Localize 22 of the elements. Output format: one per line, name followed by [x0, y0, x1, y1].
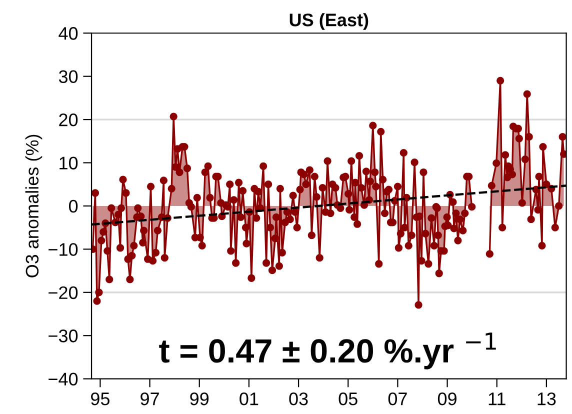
x-tick-label: 13 [538, 392, 556, 406]
y-tick-label: −10 [48, 243, 78, 256]
chart-title: US (East) [290, 13, 368, 30]
x-tick-label: 01 [240, 392, 258, 406]
y-axis-title: O3 anomalies (%) [25, 134, 42, 278]
y-tick-label: 40 [58, 27, 78, 40]
x-tick-label: 05 [338, 392, 358, 406]
x-tick-label: 11 [488, 392, 506, 406]
y-tick-label: 20 [59, 113, 78, 126]
x-tick-label: 99 [190, 392, 209, 406]
y-tick-label: −30 [48, 330, 78, 342]
annotation: t = 0.47 ± 0.20 %.yr $^{−1}$ [159, 332, 496, 370]
x-tick-label: 97 [140, 392, 159, 406]
y-tick-label: 0 [68, 200, 78, 213]
y-tick-label: −20 [48, 286, 78, 300]
x-tick-label: 07 [388, 392, 407, 406]
y-tick-label: −40 [48, 372, 78, 386]
x-tick-label: 09 [438, 392, 456, 406]
y-tick-label: 30 [58, 70, 78, 84]
x-tick-label: 03 [289, 392, 308, 406]
x-tick-label: 95 [91, 392, 110, 406]
y-tick-label: 10 [60, 156, 78, 170]
